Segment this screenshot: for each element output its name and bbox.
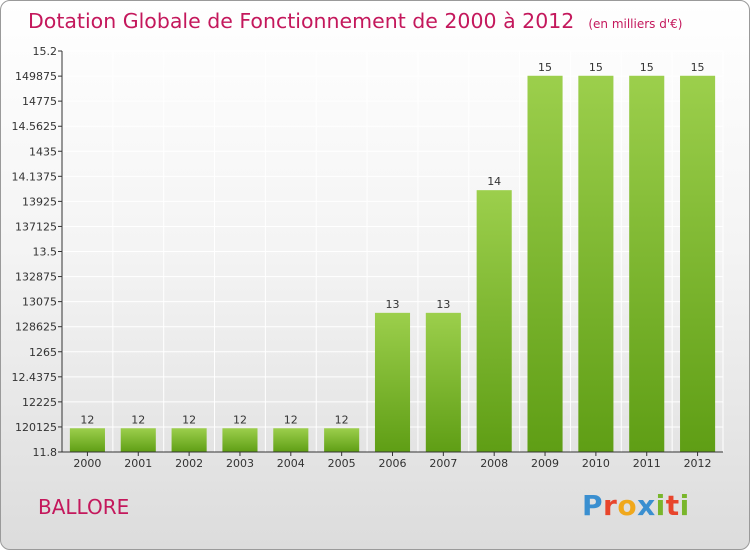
x-tick-label: 2012: [684, 457, 712, 470]
y-tick-label: 13075: [22, 296, 57, 309]
x-tick-label: 2005: [328, 457, 356, 470]
x-tick-label: 2000: [73, 457, 101, 470]
data-label: 12: [284, 413, 298, 426]
y-tick-label: 11.8: [33, 446, 58, 459]
bar: [324, 428, 360, 452]
chart-subtitle: (en milliers d'€): [588, 17, 683, 31]
data-label: 12: [335, 413, 349, 426]
data-label: 12: [233, 413, 247, 426]
data-label: 12: [131, 413, 145, 426]
y-tick-label: 132875: [15, 271, 57, 284]
logo-letter: i: [679, 489, 690, 522]
x-tick-label: 2004: [277, 457, 305, 470]
data-label: 12: [80, 413, 94, 426]
proxiti-logo: Proxiti: [582, 489, 690, 522]
data-label: 15: [691, 61, 705, 74]
axes: [58, 50, 723, 456]
logo-letter: i: [655, 489, 666, 522]
bar: [476, 190, 512, 452]
data-label: 14: [487, 175, 501, 188]
bar: [425, 312, 461, 452]
data-label: 12: [182, 413, 196, 426]
x-tick-label: 2007: [429, 457, 457, 470]
y-tick-label: 14775: [22, 95, 57, 108]
y-tick-label: 1265: [29, 346, 57, 359]
logo-letter: o: [617, 489, 638, 522]
logo-letter: r: [603, 489, 618, 522]
logo-letter: x: [637, 489, 656, 522]
bar: [222, 428, 258, 452]
bar: [69, 428, 105, 452]
y-tick-label: 128625: [15, 321, 57, 334]
x-tick-label: 2010: [582, 457, 610, 470]
y-tick-label: 14.1375: [12, 170, 58, 183]
data-label: 15: [538, 61, 552, 74]
chart-title-block: Dotation Globale de Fonctionnement de 20…: [28, 9, 682, 33]
y-tick-label: 1435: [29, 145, 57, 158]
chart-title: Dotation Globale de Fonctionnement de 20…: [28, 9, 575, 33]
bar: [527, 75, 563, 453]
y-tick-label: 13925: [22, 195, 57, 208]
y-tick-label: 13.5: [33, 246, 58, 259]
y-tick-label: 14.5625: [12, 120, 58, 133]
bar: [273, 428, 309, 452]
x-tick-label: 2001: [124, 457, 152, 470]
commune-name: BALLORE: [38, 495, 130, 519]
data-label: 15: [589, 61, 603, 74]
y-tick-label: 137125: [15, 220, 57, 233]
bar: [680, 75, 716, 453]
data-label: 13: [436, 298, 450, 311]
bars: [69, 75, 716, 453]
data-label: 15: [640, 61, 654, 74]
x-tick-label: 2009: [531, 457, 559, 470]
x-tick-label: 2003: [226, 457, 254, 470]
bar: [120, 428, 156, 452]
bar: [578, 75, 614, 453]
x-tick-label: 2008: [480, 457, 508, 470]
y-tick-label: 12.4375: [12, 371, 58, 384]
labels: 11.81201251222512.4375126512862513075132…: [12, 45, 712, 470]
logo-letter: P: [582, 489, 604, 522]
data-label: 13: [386, 298, 400, 311]
y-tick-label: 120125: [15, 421, 57, 434]
y-tick-label: 12225: [22, 396, 57, 409]
x-tick-label: 2006: [379, 457, 407, 470]
bar: [171, 428, 207, 452]
x-tick-label: 2011: [633, 457, 661, 470]
logo-letter: t: [665, 489, 680, 522]
bar: [374, 312, 411, 452]
x-tick-label: 2002: [175, 457, 203, 470]
bar: [629, 75, 665, 453]
y-tick-label: 149875: [15, 70, 57, 83]
y-tick-label: 15.2: [33, 45, 58, 58]
